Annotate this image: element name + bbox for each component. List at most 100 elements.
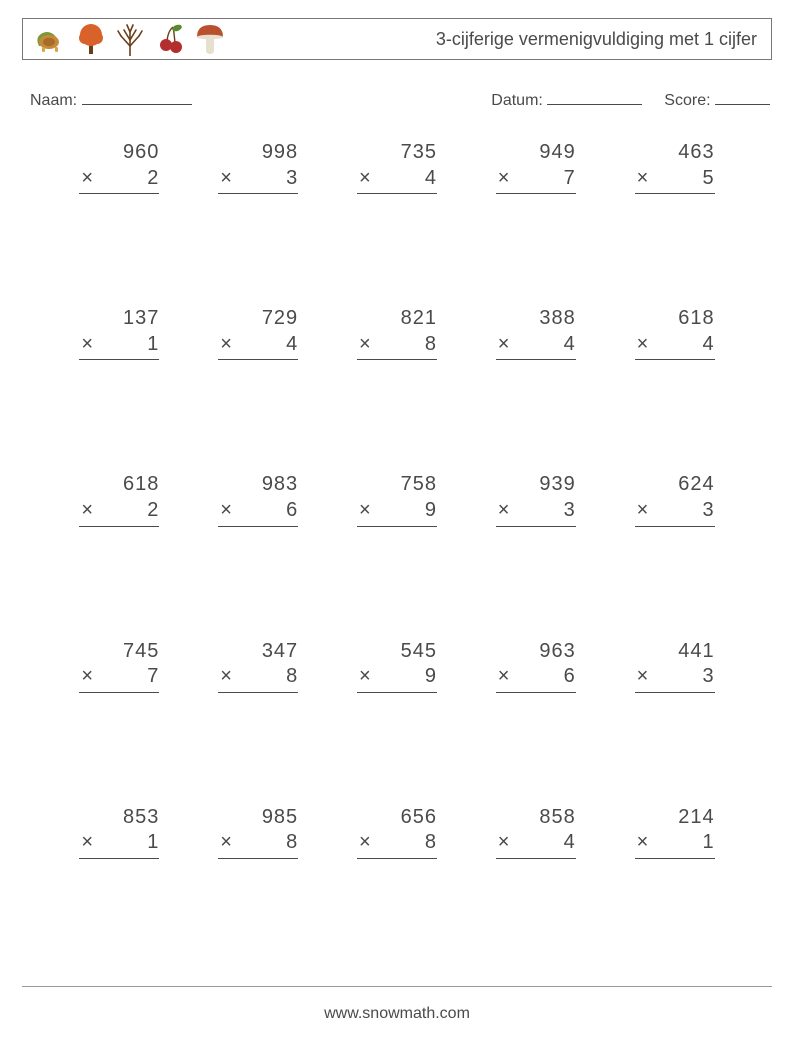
multiplier-row: ×4 bbox=[496, 830, 576, 859]
multiplier-row: ×2 bbox=[79, 166, 159, 195]
multiplier: 8 bbox=[391, 830, 437, 856]
multiplicand: 983 bbox=[218, 472, 298, 498]
multiplication-problem: 624×3 bbox=[635, 472, 715, 526]
score-field: Score: bbox=[664, 90, 770, 110]
date-line[interactable] bbox=[547, 90, 642, 105]
multiplicand: 960 bbox=[79, 140, 159, 166]
multiplication-problem: 745×7 bbox=[79, 639, 159, 693]
multiplicand: 963 bbox=[496, 639, 576, 665]
multiplier-row: ×8 bbox=[218, 830, 298, 859]
times-icon: × bbox=[218, 830, 233, 856]
name-line[interactable] bbox=[82, 90, 192, 105]
multiplier-row: ×9 bbox=[357, 498, 437, 527]
multiplier-row: ×4 bbox=[357, 166, 437, 195]
multiplier: 4 bbox=[391, 166, 437, 192]
multiplicand: 441 bbox=[635, 639, 715, 665]
multiplicand: 347 bbox=[218, 639, 298, 665]
multiplicand: 729 bbox=[218, 306, 298, 332]
worksheet-page: 3-cijferige vermenigvuldiging met 1 cijf… bbox=[0, 0, 794, 1053]
multiplication-problem: 441×3 bbox=[635, 639, 715, 693]
multiplication-problem: 388×4 bbox=[496, 306, 576, 360]
multiplicand: 624 bbox=[635, 472, 715, 498]
multiplier: 5 bbox=[669, 166, 715, 192]
times-icon: × bbox=[357, 830, 372, 856]
multiplication-problem: 960×2 bbox=[79, 140, 159, 194]
multiplier-row: ×8 bbox=[357, 332, 437, 361]
multiplier: 8 bbox=[252, 664, 298, 690]
multiplicand: 618 bbox=[79, 472, 159, 498]
times-icon: × bbox=[635, 332, 650, 358]
multiplier-row: ×8 bbox=[218, 664, 298, 693]
times-icon: × bbox=[357, 498, 372, 524]
footer-divider bbox=[22, 986, 772, 987]
times-icon: × bbox=[79, 830, 94, 856]
multiplication-problem: 656×8 bbox=[357, 805, 437, 859]
times-icon: × bbox=[357, 664, 372, 690]
multiplication-problem: 735×4 bbox=[357, 140, 437, 194]
times-icon: × bbox=[79, 332, 94, 358]
multiplicand: 388 bbox=[496, 306, 576, 332]
multiplication-problem: 214×1 bbox=[635, 805, 715, 859]
multiplier: 4 bbox=[530, 332, 576, 358]
multiplicand: 758 bbox=[357, 472, 437, 498]
times-icon: × bbox=[218, 498, 233, 524]
problems-grid: 960×2998×3735×4949×7463×5137×1729×4821×8… bbox=[50, 140, 744, 859]
multiplier: 9 bbox=[391, 664, 437, 690]
multiplier: 1 bbox=[113, 830, 159, 856]
multiplication-problem: 858×4 bbox=[496, 805, 576, 859]
multiplier: 6 bbox=[252, 498, 298, 524]
multiplier-row: ×3 bbox=[635, 498, 715, 527]
multiplier: 7 bbox=[530, 166, 576, 192]
score-line[interactable] bbox=[715, 90, 770, 105]
mushroom-icon bbox=[195, 22, 225, 56]
page-title: 3-cijferige vermenigvuldiging met 1 cijf… bbox=[436, 29, 757, 50]
multiplier: 3 bbox=[669, 664, 715, 690]
multiplication-problem: 618×4 bbox=[635, 306, 715, 360]
multiplier: 9 bbox=[391, 498, 437, 524]
multiplicand: 985 bbox=[218, 805, 298, 831]
name-label: Naam: bbox=[30, 92, 77, 109]
times-icon: × bbox=[79, 664, 94, 690]
times-icon: × bbox=[496, 498, 511, 524]
times-icon: × bbox=[496, 664, 511, 690]
multiplier-row: ×8 bbox=[357, 830, 437, 859]
times-icon: × bbox=[79, 166, 94, 192]
multiplicand: 858 bbox=[496, 805, 576, 831]
multiplier-row: ×1 bbox=[79, 830, 159, 859]
multiplier-row: ×3 bbox=[218, 166, 298, 195]
multiplier: 6 bbox=[530, 664, 576, 690]
multiplication-problem: 758×9 bbox=[357, 472, 437, 526]
multiplication-problem: 618×2 bbox=[79, 472, 159, 526]
times-icon: × bbox=[496, 332, 511, 358]
multiplier: 8 bbox=[391, 332, 437, 358]
multiplication-problem: 985×8 bbox=[218, 805, 298, 859]
multiplier: 3 bbox=[669, 498, 715, 524]
times-icon: × bbox=[635, 664, 650, 690]
date-field: Datum: bbox=[491, 90, 642, 110]
multiplier: 7 bbox=[113, 664, 159, 690]
times-icon: × bbox=[357, 166, 372, 192]
multiplication-problem: 939×3 bbox=[496, 472, 576, 526]
multiplication-problem: 137×1 bbox=[79, 306, 159, 360]
multiplication-problem: 998×3 bbox=[218, 140, 298, 194]
multiplication-problem: 949×7 bbox=[496, 140, 576, 194]
multiplier-row: ×3 bbox=[635, 664, 715, 693]
times-icon: × bbox=[496, 830, 511, 856]
name-field: Naam: bbox=[30, 90, 192, 110]
multiplier-row: ×1 bbox=[79, 332, 159, 361]
bare-tree-icon bbox=[115, 22, 145, 56]
multiplier-row: ×4 bbox=[496, 332, 576, 361]
multiplication-problem: 729×4 bbox=[218, 306, 298, 360]
multiplier-row: ×1 bbox=[635, 830, 715, 859]
multiplicand: 939 bbox=[496, 472, 576, 498]
multiplicand: 998 bbox=[218, 140, 298, 166]
times-icon: × bbox=[218, 332, 233, 358]
multiplication-problem: 463×5 bbox=[635, 140, 715, 194]
times-icon: × bbox=[357, 332, 372, 358]
times-icon: × bbox=[218, 166, 233, 192]
multiplier: 1 bbox=[113, 332, 159, 358]
multiplication-problem: 853×1 bbox=[79, 805, 159, 859]
multiplier: 2 bbox=[113, 166, 159, 192]
times-icon: × bbox=[635, 498, 650, 524]
score-label: Score: bbox=[664, 92, 710, 109]
